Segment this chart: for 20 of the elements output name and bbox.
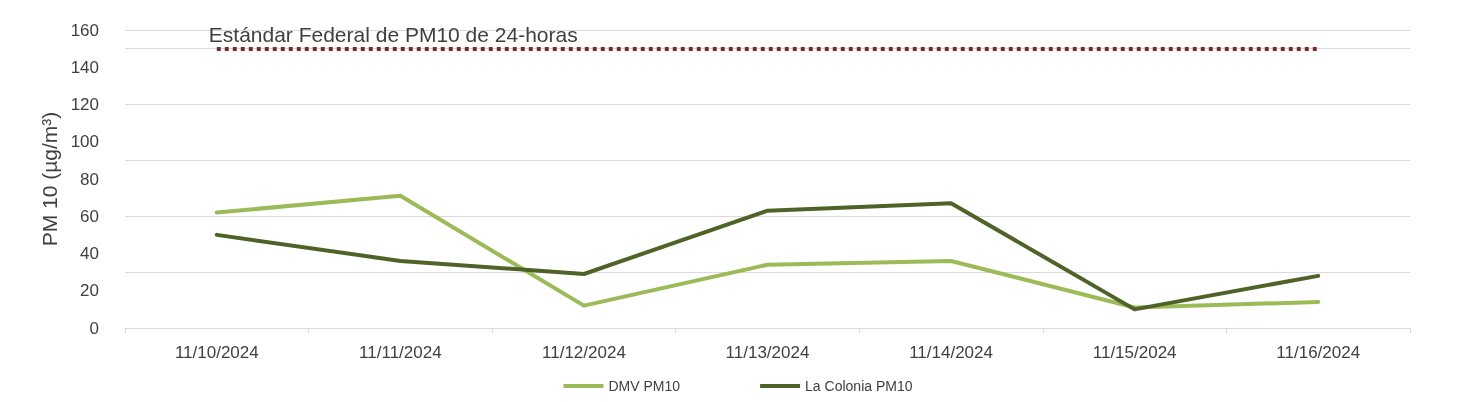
y-tick-label: 160: [70, 20, 99, 40]
x-tick-label: 11/10/2024: [174, 343, 259, 362]
x-tick-label: 11/13/2024: [725, 343, 810, 362]
y-axis-title: PM 10 (µg/m³): [37, 111, 61, 247]
x-tick-label: 11/16/2024: [1276, 343, 1361, 362]
legend-label: La Colonia PM10: [805, 378, 913, 394]
y-tick-label: 100: [70, 132, 99, 152]
y-tick-label: 60: [80, 206, 99, 226]
ref-line-label: Estándar Federal de PM10 de 24-horas: [208, 22, 578, 46]
y-tick-label: 0: [89, 318, 99, 338]
x-tick-label: 11/12/2024: [542, 343, 626, 362]
y-tick-label: 80: [80, 169, 99, 189]
y-tick-label: 140: [70, 57, 99, 77]
x-tick-label: 11/15/2024: [1092, 343, 1177, 362]
x-tick-label: 11/14/2024: [909, 343, 993, 362]
legend-label: DMV PM10: [608, 378, 681, 394]
y-tick-label: 40: [80, 244, 99, 263]
y-tick-label: 120: [70, 95, 99, 114]
y-tick-label: 20: [80, 281, 99, 301]
x-tick-label: 11/11/2024: [359, 343, 442, 362]
